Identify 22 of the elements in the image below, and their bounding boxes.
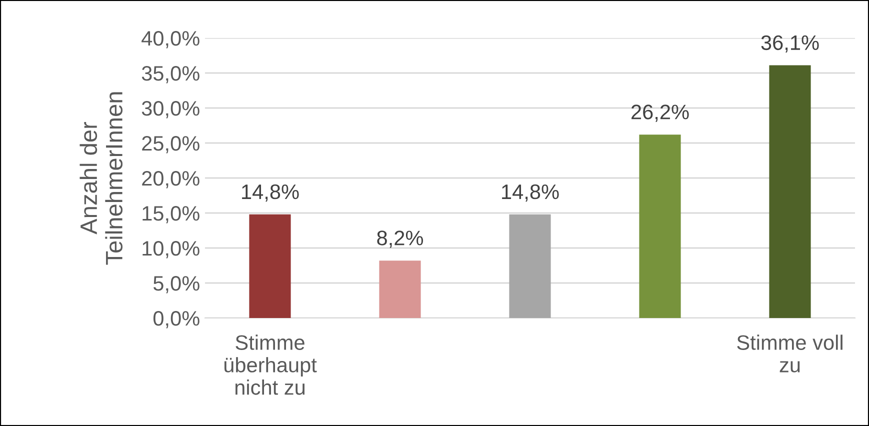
y-tick-label: 15,0%: [142, 206, 200, 224]
data-label: 26,2%: [632, 104, 689, 122]
bar: [639, 134, 681, 318]
bar: [769, 65, 811, 318]
bar: [509, 214, 551, 318]
y-tick-label: 30,0%: [142, 101, 200, 118]
y-tick-label: 10,0%: [142, 241, 200, 258]
y-tick-label: 25,0%: [142, 136, 200, 154]
data-label: 14,8%: [242, 184, 299, 202]
y-tick-label: 20,0%: [142, 171, 200, 188]
x-tick-label: Stimme voll zu: [737, 334, 842, 372]
bar: [379, 260, 421, 318]
data-label: 14,8%: [502, 184, 559, 202]
y-tick-label: 5,0%: [153, 276, 200, 294]
data-label: 8,2%: [377, 230, 424, 248]
y-axis-title: Anzahl der TeilnehmerInnen: [80, 92, 123, 265]
y-tick-label: 0,0%: [153, 311, 200, 328]
bar: [249, 214, 291, 318]
x-tick-label: Stimme überhaupt nicht zu: [224, 334, 317, 395]
y-tick-label: 35,0%: [142, 66, 200, 84]
data-label: 36,1%: [761, 35, 819, 53]
y-tick-label: 40,0%: [142, 31, 200, 48]
